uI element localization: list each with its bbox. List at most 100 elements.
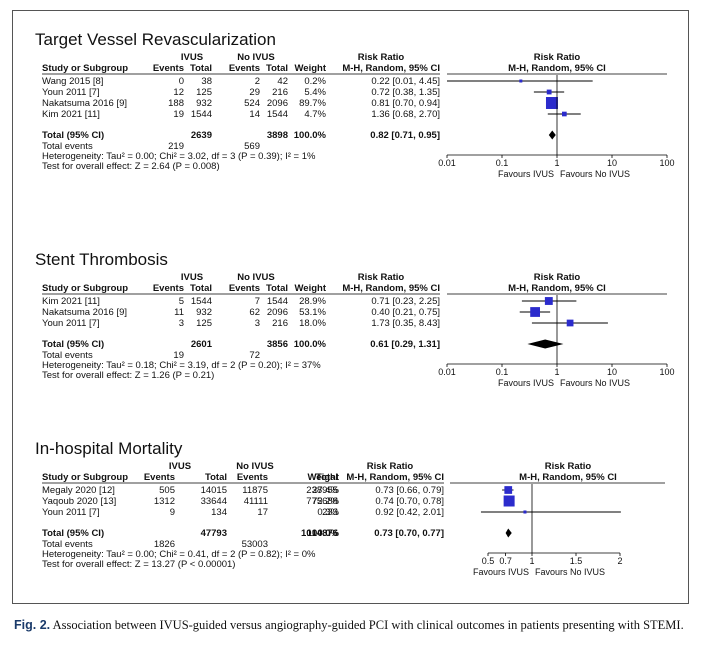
p1-total-events-label: Total events [42, 141, 93, 152]
p3-study-3-events2: 17 [257, 507, 268, 518]
p2-study-1-marker [544, 297, 553, 305]
p3-study-3-name: Youn 2011 [7] [42, 507, 100, 518]
p3-total-total1: 47793 [201, 528, 227, 539]
p1-tick-label-1: 0.01 [438, 158, 456, 168]
p1-header-group2: No IVUS [237, 52, 274, 63]
p1-study-4-marker [562, 111, 567, 117]
p3-tick-label-1: 0.5 [482, 556, 495, 566]
p2-study-2-ci: 0.40 [0.21, 0.75] [371, 307, 440, 318]
p3-total-events2: 53003 [242, 539, 268, 550]
p3-study-2-marker [503, 495, 515, 507]
p1-study-2-marker [546, 89, 552, 95]
p1-study-1-total2: 42 [277, 76, 288, 87]
p1-tick-label-4: 10 [607, 158, 617, 168]
p1-header-total2: Total [266, 63, 288, 74]
p1-favours-right: Favours No IVUS [560, 169, 630, 179]
p2-tick-label-4: 10 [607, 367, 617, 377]
p1-study-3-total1: 932 [196, 98, 212, 109]
figure-frame [12, 10, 689, 604]
p2-study-2-events2: 62 [249, 307, 260, 318]
p1-header-group1: IVUS [181, 52, 203, 63]
p2-study-2-events1: 11 [174, 307, 184, 318]
p1-study-2-total2: 216 [272, 87, 288, 98]
p3-study-2-total2: 775688 [306, 496, 338, 507]
p1-study-3-name: Nakatsuma 2016 [9] [42, 98, 127, 109]
p3-header-total1: Total [205, 472, 227, 483]
p2-overall-effect: Test for overall effect: Z = 1.26 (P = 0… [42, 370, 214, 381]
p2-study-3-total1: 125 [196, 318, 212, 329]
p3-total-diamond [505, 528, 512, 538]
p3-header-risk-ratio: Risk Ratio [367, 461, 414, 472]
p1-tick-label-3: 1 [554, 158, 559, 168]
p2-study-1-total2: 1544 [267, 296, 288, 307]
p1-study-3-ci: 0.81 [0.70, 0.94] [371, 98, 440, 109]
p2-tick-label-2: 0.1 [496, 367, 509, 377]
p3-study-3-events1: 9 [170, 507, 175, 518]
p2-tick-label-1: 0.01 [438, 367, 456, 377]
p2-title: Stent Thrombosis [35, 250, 168, 269]
p1-total-label: Total (95% CI) [42, 130, 104, 141]
p3-total-label: Total (95% CI) [42, 528, 104, 539]
p2-header-total1: Total [190, 283, 212, 294]
p3-study-3-marker [523, 510, 527, 514]
figure-caption: Fig. 2. Association between IVUS-guided … [14, 618, 689, 633]
p2-header-risk-ratio-plot: Risk Ratio [534, 272, 581, 283]
p1-total-weight: 100.0% [294, 130, 327, 141]
p2-total-events2: 72 [249, 350, 260, 361]
p3-study-1-total1: 14015 [201, 485, 227, 496]
p1-study-1-name: Wang 2015 [8] [42, 76, 103, 87]
p3-study-1-ci: 0.73 [0.66, 0.79] [375, 485, 444, 496]
p2-study-3-events1: 3 [179, 318, 184, 329]
p2-header-total2: Total [266, 283, 288, 294]
p2-study-2-weight: 53.1% [299, 307, 326, 318]
p1-study-2-ci: 0.72 [0.38, 1.35] [371, 87, 440, 98]
p2-header-events1: Events [153, 283, 184, 294]
p1-study-3-total2: 2096 [267, 98, 288, 109]
p2-heterogeneity: Heterogeneity: Tau² = 0.18; Chi² = 3.19,… [42, 360, 321, 371]
p2-study-3-total2: 216 [272, 318, 288, 329]
p1-header-weight: Weight [295, 63, 327, 74]
p3-tick-label-4: 1.5 [570, 556, 583, 566]
p1-total-events2: 569 [244, 141, 260, 152]
p2-total-total1: 2601 [191, 339, 213, 350]
p3-study-1-events1: 505 [159, 485, 175, 496]
p2-study-1-name: Kim 2021 [11] [42, 296, 100, 307]
p3-study-1-events2: 11875 [242, 485, 268, 496]
p2-header-study: Study or Subgroup [42, 283, 128, 294]
p2-study-1-events2: 7 [255, 296, 260, 307]
p2-favours-left: Favours IVUS [498, 378, 554, 388]
p3-tick-label-2: 0.7 [499, 556, 512, 566]
p2-favours-right: Favours No IVUS [560, 378, 630, 388]
p1-study-2-weight: 5.4% [304, 87, 326, 98]
p1-study-1-marker [519, 79, 523, 83]
p3-study-2-total1: 33644 [201, 496, 227, 507]
p2-header-method: M-H, Random, 95% CI [342, 283, 440, 294]
p1-total-diamond [548, 130, 556, 140]
p2-total-events1: 19 [173, 350, 184, 361]
p1-header-events2: Events [229, 63, 260, 74]
p1-study-2-events1: 12 [173, 87, 184, 98]
p3-header-method: M-H, Random, 95% CI [346, 472, 444, 483]
p1-total-total2: 3898 [267, 130, 288, 141]
p1-study-1-events1: 0 [179, 76, 184, 87]
p2-study-3-marker [566, 319, 574, 327]
p2-study-1-ci: 0.71 [0.23, 2.25] [371, 296, 440, 307]
p1-total-ci: 0.82 [0.71, 0.95] [370, 130, 440, 141]
p2-study-3-weight: 18.0% [299, 318, 326, 329]
p3-study-2-weight: 72.2% [312, 496, 339, 507]
p3-title: In-hospital Mortality [35, 439, 183, 458]
p2-header-weight: Weight [295, 283, 327, 294]
p1-study-4-name: Kim 2021 [11] [42, 109, 100, 120]
p2-study-3-events2: 3 [255, 318, 260, 329]
p3-header-events2: Events [237, 472, 268, 483]
p1-header-risk-ratio: Risk Ratio [358, 52, 405, 63]
p2-study-1-events1: 5 [179, 296, 184, 307]
p2-header-risk-ratio: Risk Ratio [358, 272, 405, 283]
p1-study-1-ci: 0.22 [0.01, 4.45] [371, 76, 440, 87]
p2-study-1-weight: 28.9% [299, 296, 326, 307]
caption-text: Association between IVUS-guided versus a… [52, 618, 684, 632]
p1-study-4-events2: 14 [249, 109, 260, 120]
p2-study-2-marker [530, 307, 541, 317]
p1-header-study: Study or Subgroup [42, 63, 128, 74]
p2-total-label: Total (95% CI) [42, 339, 104, 350]
